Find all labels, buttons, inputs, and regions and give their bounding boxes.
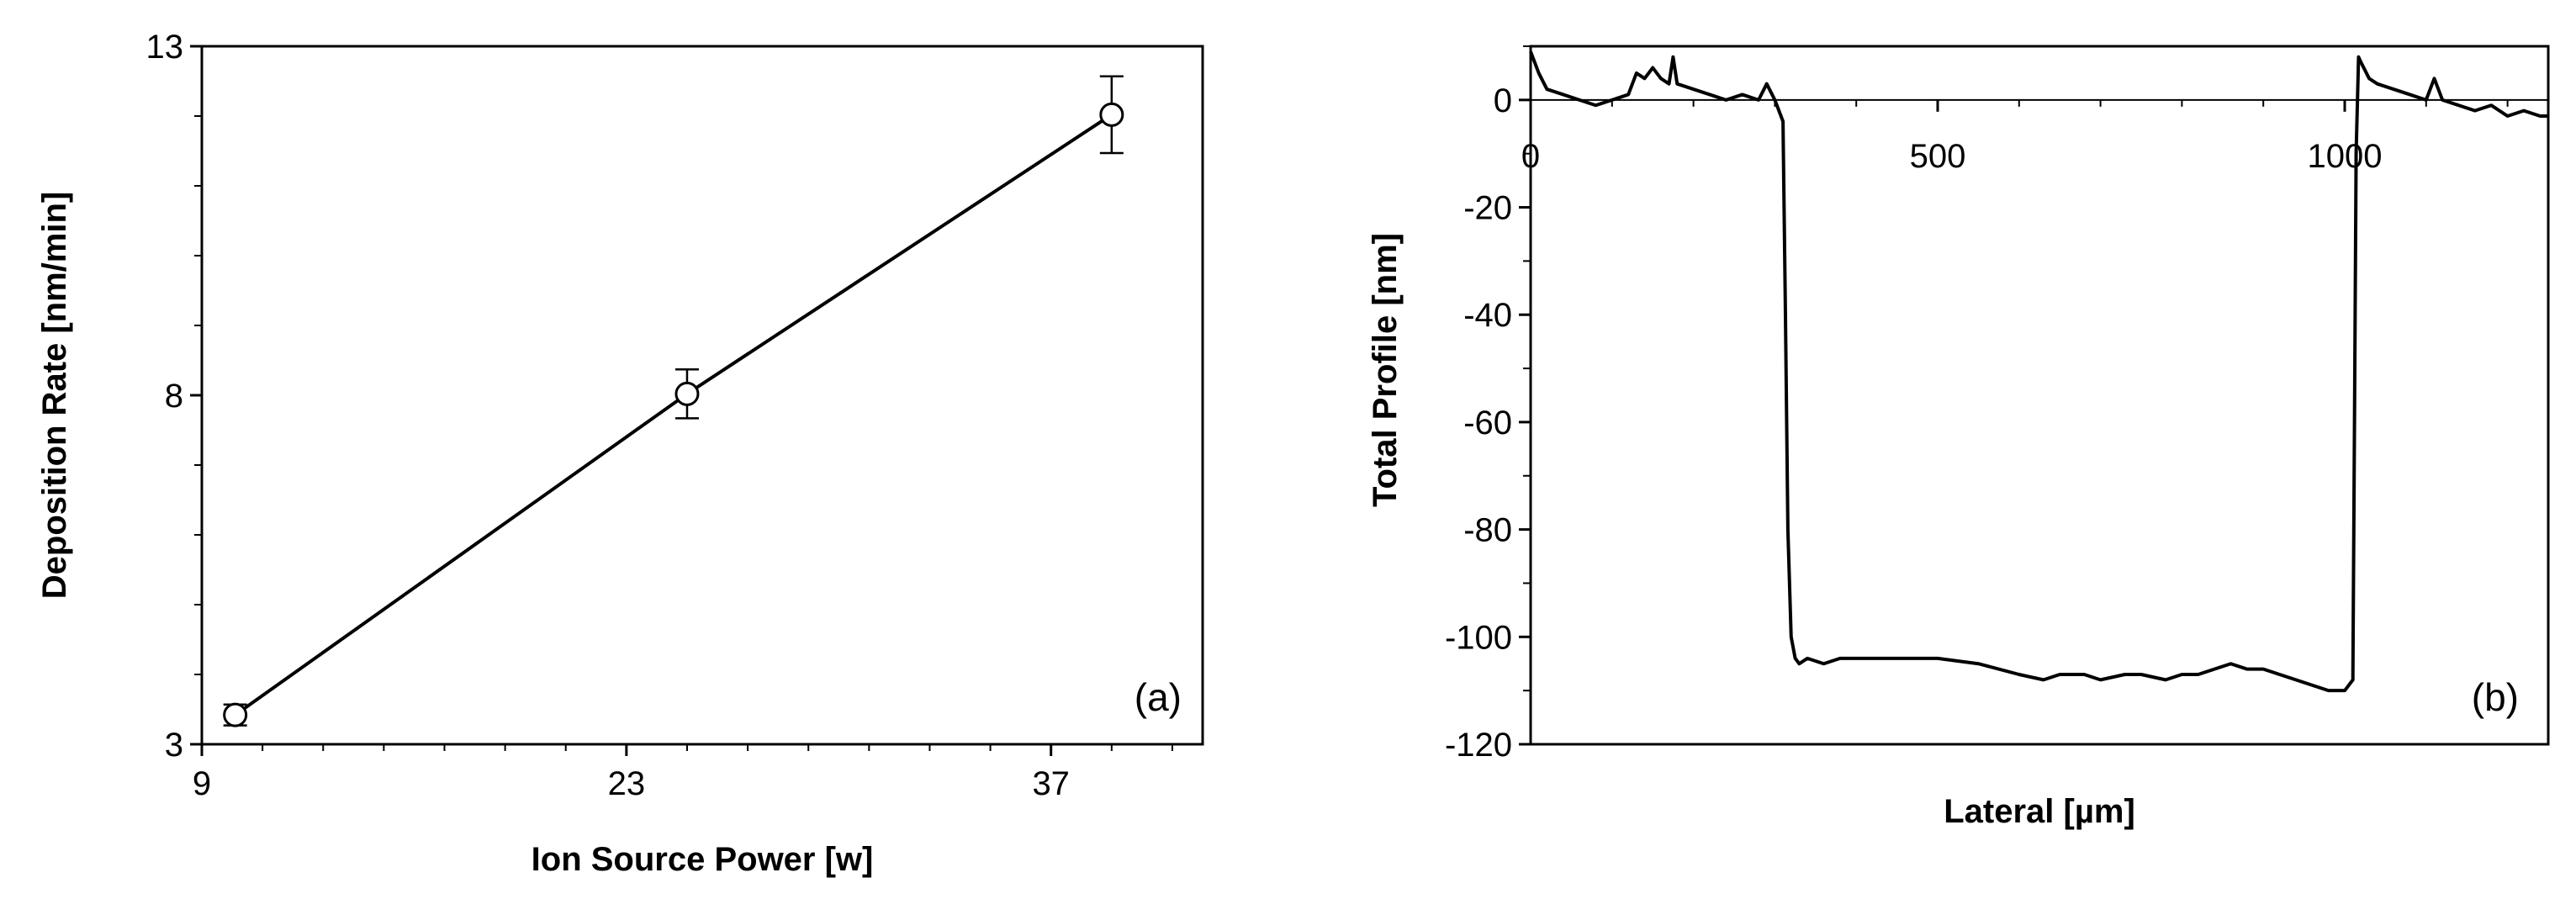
panel-b-ylabel: Total Profile [nm] — [1367, 233, 1404, 507]
y-tick-label: -40 — [1463, 297, 1512, 334]
panel-a-xlabel: Ion Source Power [w] — [532, 841, 874, 878]
profile-trace — [1529, 50, 2548, 693]
panel-a-ylabel: Deposition Rate [nm/min] — [36, 192, 73, 599]
x-tick-label: 500 — [1910, 138, 1966, 175]
data-point — [674, 381, 700, 406]
y-tick-label: 3 — [165, 727, 183, 764]
panel-a-ticks: 3 8 13 9 23 37 — [146, 29, 1173, 802]
panel-a-label: (a) — [1135, 675, 1182, 719]
y-tick-label: 8 — [165, 378, 183, 415]
x-tick-label: 1000 — [2308, 138, 2383, 175]
y-tick-label: -120 — [1445, 727, 1512, 764]
y-tick-label: 13 — [146, 29, 184, 66]
x-tick-label: 23 — [608, 765, 646, 802]
y-tick-label: 0 — [1494, 82, 1512, 119]
x-tick-label: 37 — [1032, 765, 1070, 802]
y-tick-label: -20 — [1463, 190, 1512, 227]
panel-b-series — [1529, 50, 2548, 693]
x-tick-label: 9 — [193, 765, 211, 802]
y-tick-label: -60 — [1463, 405, 1512, 442]
y-tick-label: -100 — [1445, 619, 1512, 656]
data-point — [1099, 102, 1124, 127]
panel-a-series — [223, 75, 1124, 727]
panel-a: 3 8 13 9 23 37 Ion Source Power [w] Depositio… — [36, 29, 1204, 878]
panel-b-label: (b) — [2472, 675, 2519, 719]
x-tick-label: 0 — [1521, 138, 1540, 175]
data-point — [223, 702, 248, 727]
panel-b-plot-area — [1529, 45, 2550, 746]
panel-a-plot-area — [200, 45, 1204, 746]
y-tick-label: -80 — [1463, 512, 1512, 549]
panel-b-xlabel: Lateral [µm] — [1944, 793, 2135, 830]
